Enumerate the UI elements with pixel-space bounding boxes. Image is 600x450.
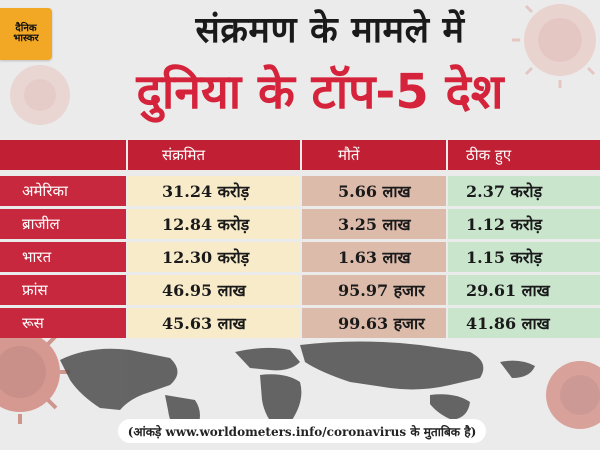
recovered-cell: 1.12 करोड़ [448, 209, 600, 239]
title-line-1: संक्रमण के मामले में [195, 10, 465, 51]
table-row: रूस 45.63 लाख 99.63 हजार 41.86 लाख [0, 308, 600, 338]
country-cell: रूस [0, 308, 126, 338]
dainik-bhaskar-logo: दैनिक भास्कर [0, 8, 52, 60]
virus-icon [546, 361, 600, 429]
recovered-cell: 29.61 लाख [448, 275, 600, 305]
infected-cell: 46.95 लाख [128, 275, 300, 305]
header-recovered: ठीक हुए [448, 140, 600, 170]
table-row: अमेरिका 31.24 करोड़ 5.66 लाख 2.37 करोड़ [0, 176, 600, 206]
deaths-cell: 1.63 लाख [302, 242, 446, 272]
infected-cell: 45.63 लाख [128, 308, 300, 338]
table-header-row: संक्रमित मौतें ठीक हुए [0, 140, 600, 170]
deaths-cell: 95.97 हजार [302, 275, 446, 305]
recovered-cell: 2.37 करोड़ [448, 176, 600, 206]
table-row: भारत 12.30 करोड़ 1.63 लाख 1.15 करोड़ [0, 242, 600, 272]
world-map-silhouette [60, 341, 535, 440]
recovered-cell: 1.15 करोड़ [448, 242, 600, 272]
country-cell: अमेरिका [0, 176, 126, 206]
virus-icon [10, 65, 70, 125]
recovered-cell: 41.86 लाख [448, 308, 600, 338]
virus-icon [0, 332, 70, 424]
country-cell: फ्रांस [0, 275, 126, 305]
header-infected: संक्रमित [128, 140, 300, 170]
logo-line-2: भास्कर [13, 33, 39, 44]
title-line-2: दुनिया के टॉप-5 देश [136, 64, 504, 120]
infected-cell: 12.30 करोड़ [128, 242, 300, 272]
header-deaths: मौतें [302, 140, 446, 170]
table-row: फ्रांस 46.95 लाख 95.97 हजार 29.61 लाख [0, 275, 600, 305]
country-cell: भारत [0, 242, 126, 272]
infected-cell: 31.24 करोड़ [128, 176, 300, 206]
table-row: ब्राजील 12.84 करोड़ 3.25 लाख 1.12 करोड़ [0, 209, 600, 239]
country-cell: ब्राजील [0, 209, 126, 239]
source-footnote: (आंकड़े www.worldometers.info/coronaviru… [118, 419, 486, 443]
header-country [0, 140, 126, 170]
deaths-cell: 5.66 लाख [302, 176, 446, 206]
deaths-cell: 99.63 हजार [302, 308, 446, 338]
infected-cell: 12.84 करोड़ [128, 209, 300, 239]
virus-icon [512, 4, 596, 88]
deaths-cell: 3.25 लाख [302, 209, 446, 239]
logo-line-1: दैनिक [15, 22, 37, 34]
